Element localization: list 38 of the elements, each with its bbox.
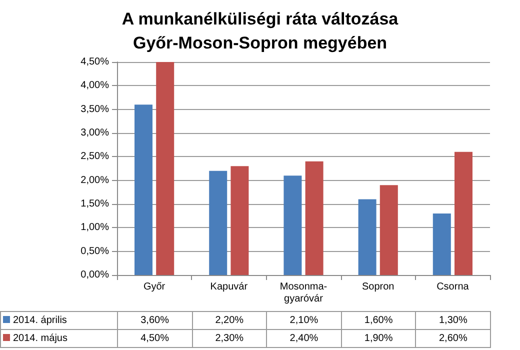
chart-title: A munkanélküliségi ráta változása Győr-Moson-Sopron megyében <box>122 10 399 52</box>
data-label: 3,60% <box>118 312 192 330</box>
data-label: 2,60% <box>416 330 490 348</box>
y-tick-label: 0,00% <box>80 270 110 280</box>
x-tick-label: Sopron <box>362 282 394 292</box>
data-label: 1,60% <box>341 312 416 330</box>
bar <box>380 185 398 275</box>
y-tick-label: 4,50% <box>80 56 110 68</box>
legend-label: 2014. április <box>0 312 118 330</box>
data-label: 2,10% <box>266 312 342 330</box>
data-label: 4,50% <box>118 330 192 348</box>
bar <box>230 166 249 275</box>
bar <box>209 170 228 275</box>
y-tick-label: 1,00% <box>80 222 110 234</box>
data-label: 1,90% <box>341 330 416 348</box>
bar <box>134 104 152 275</box>
legend-label: 2014. május <box>0 330 118 348</box>
x-tick-label: Mosonma- gyaróvár <box>280 282 328 304</box>
y-tick-label: 2,00% <box>80 174 110 186</box>
x-tick-label: Győr <box>143 282 166 292</box>
bar <box>432 213 451 275</box>
y-tick-label: 1,50% <box>80 198 110 210</box>
data-label: 2,40% <box>266 330 342 348</box>
bar <box>156 62 174 275</box>
bar <box>454 152 472 275</box>
y-tick-label: 3,50% <box>80 104 110 115</box>
data-label: 2,30% <box>192 330 267 348</box>
bar <box>358 199 376 275</box>
y-tick-label: 0,50% <box>80 246 110 257</box>
y-tick-label: 4,00% <box>80 80 110 92</box>
bar <box>284 176 302 275</box>
bar <box>305 161 324 275</box>
y-tick-label: 3,00% <box>80 128 110 138</box>
x-tick-label: Kapuvár <box>210 282 248 292</box>
y-tick-label: 2,50% <box>80 151 110 162</box>
x-tick-label: Csorna <box>436 282 470 292</box>
data-label: 1,30% <box>416 312 490 330</box>
data-label: 2,20% <box>192 312 267 330</box>
